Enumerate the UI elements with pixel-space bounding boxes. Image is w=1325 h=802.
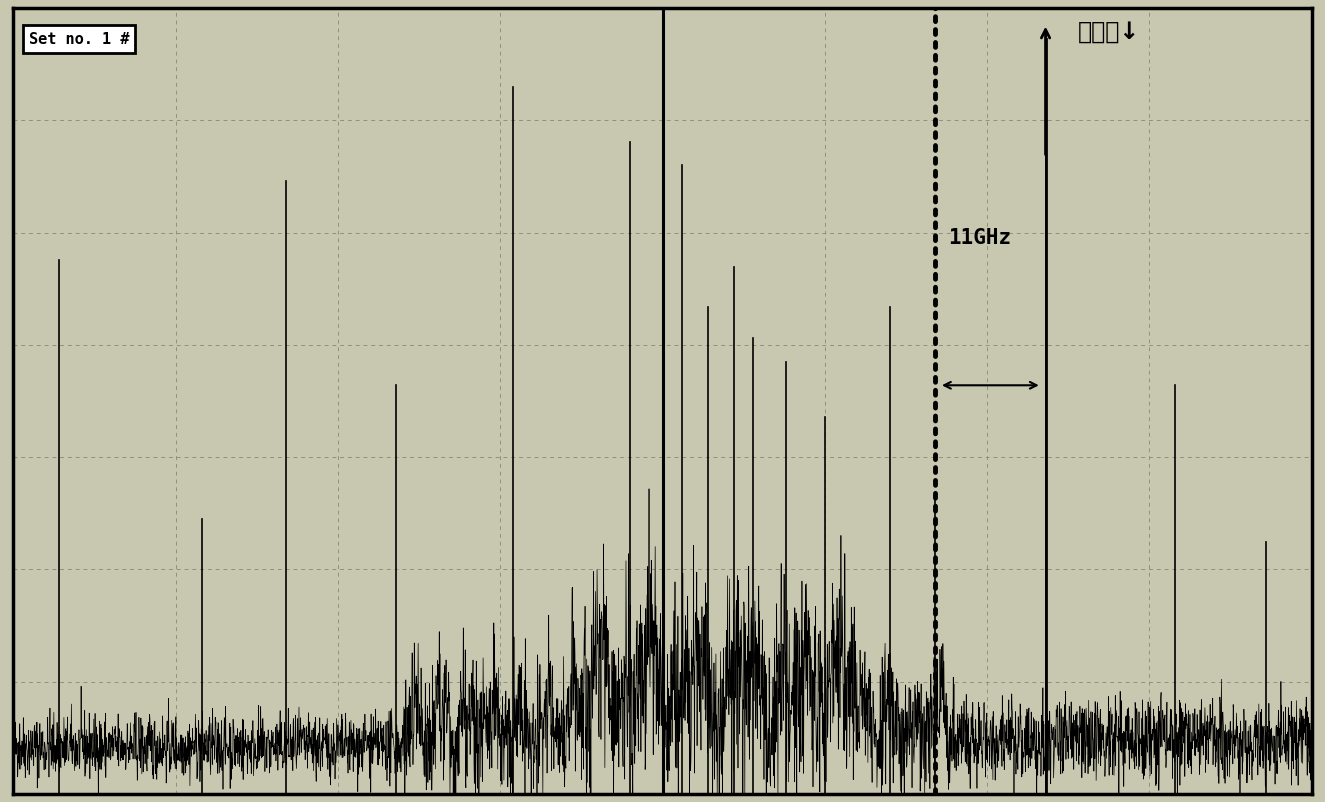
Text: 泵浦光↓: 泵浦光↓ [1079, 19, 1140, 43]
Text: Set no. 1 #: Set no. 1 # [29, 31, 130, 47]
Text: 11GHz: 11GHz [949, 228, 1011, 248]
